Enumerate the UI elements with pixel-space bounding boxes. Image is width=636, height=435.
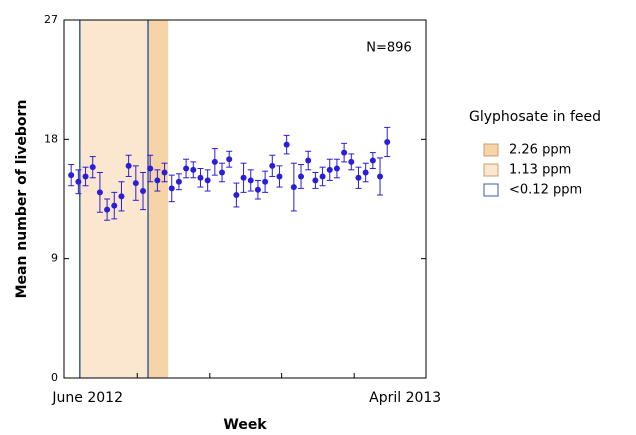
point (197, 174, 204, 181)
point (355, 174, 362, 181)
point (298, 173, 305, 180)
point (319, 173, 326, 180)
point (341, 149, 348, 156)
point (204, 177, 211, 184)
point (333, 165, 340, 172)
legend-label: 1.13 ppm (509, 163, 571, 178)
point (190, 166, 197, 173)
shaded-region (148, 20, 169, 378)
y-tick-label: 9 (51, 252, 58, 265)
point (384, 138, 391, 145)
point (305, 157, 312, 164)
point (233, 192, 240, 199)
point (168, 185, 175, 192)
point (348, 158, 355, 165)
point (362, 169, 369, 176)
point (68, 172, 75, 179)
point (312, 177, 319, 184)
point (118, 193, 125, 200)
point (276, 173, 283, 180)
point (262, 178, 269, 185)
x-tick-label: April 2013 (369, 390, 441, 406)
point (125, 162, 132, 169)
y-axis-label: Mean number of liveborn (14, 100, 30, 299)
x-axis-label: Week (223, 417, 267, 433)
point (290, 184, 297, 191)
point (219, 169, 226, 176)
point (183, 165, 190, 172)
plot-frame (63, 19, 427, 379)
point (132, 180, 139, 187)
point (326, 166, 333, 173)
point (82, 173, 89, 180)
point (247, 177, 254, 184)
point (283, 141, 290, 148)
point (154, 177, 161, 184)
point (147, 165, 154, 172)
point (369, 157, 376, 164)
legend-swatch (483, 183, 499, 197)
point (75, 178, 82, 185)
point (161, 169, 168, 176)
point (96, 189, 103, 196)
point (89, 164, 96, 171)
legend-label: 2.26 ppm (509, 143, 571, 158)
x-tick-label: June 2012 (51, 390, 123, 406)
legend-swatch (483, 143, 499, 157)
point (226, 156, 233, 163)
point (175, 178, 182, 185)
y-tick-label: 27 (44, 13, 58, 26)
y-tick-label: 18 (44, 132, 58, 145)
point (377, 173, 384, 180)
point (254, 186, 261, 193)
legend-swatch (483, 163, 499, 177)
point (140, 188, 147, 195)
point (111, 202, 118, 209)
point (211, 158, 218, 165)
legend-label: <0.12 ppm (509, 183, 582, 198)
y-tick-label: 0 (51, 371, 58, 384)
point (240, 174, 247, 181)
point (104, 206, 111, 213)
annotation: N=896 (366, 41, 411, 56)
legend-title: Glyphosate in feed (469, 109, 601, 125)
point (269, 162, 276, 169)
